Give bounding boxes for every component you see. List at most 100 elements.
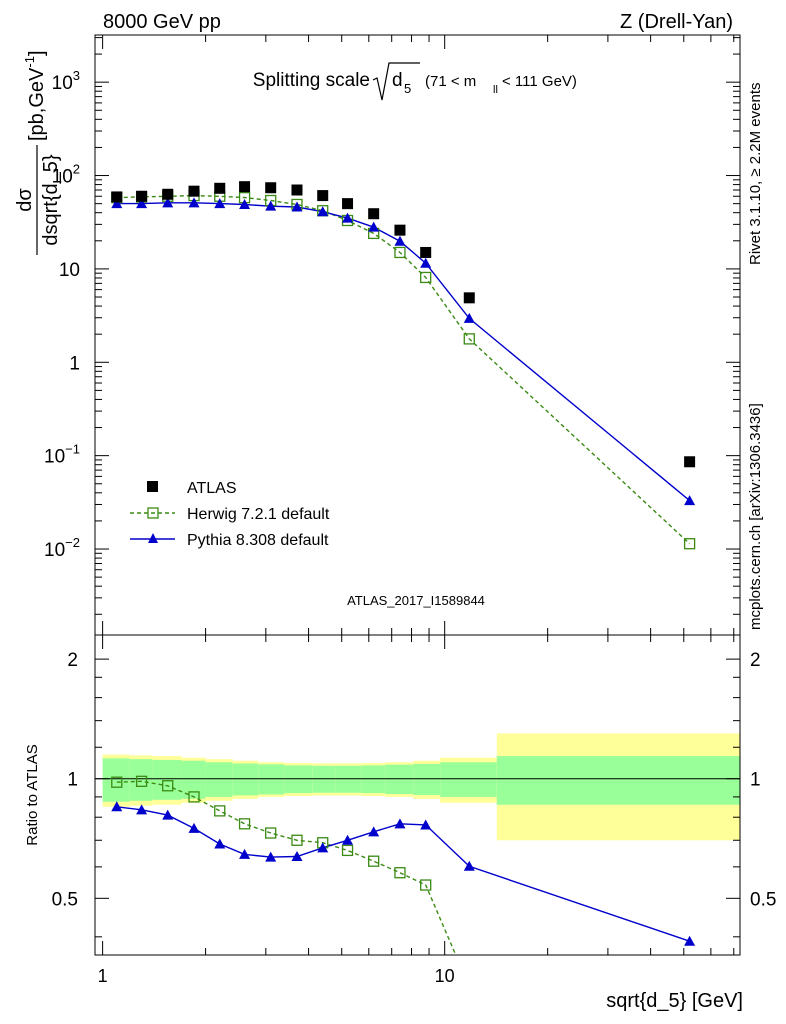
atlas-point <box>342 198 354 210</box>
ratio-y-tick-label-right: 1 <box>750 770 761 791</box>
title-symbol: d <box>392 70 403 91</box>
herwig-ratio-point <box>420 879 432 891</box>
uncertainty-band-inner <box>152 759 182 800</box>
pythia-ratio-point <box>214 838 226 849</box>
atlas-point <box>136 190 148 202</box>
atlas-point <box>368 208 380 220</box>
herwig-ratio-point <box>291 834 303 846</box>
title-range-sub: ll <box>493 84 498 96</box>
uncertainty-band-inner <box>361 765 386 794</box>
pythia-ratio-point <box>684 935 696 946</box>
ratio-y-tick-label: 1 <box>67 770 78 791</box>
pythia-ratio-point <box>342 834 354 845</box>
herwig-ratio-line <box>116 780 457 955</box>
ratio-y-tick-label: 2 <box>67 650 78 671</box>
herwig-point <box>394 246 406 259</box>
herwig-line <box>116 194 691 545</box>
pythia-point <box>291 201 303 212</box>
title-range-b: < 111 GeV) <box>502 73 577 90</box>
herwig-point <box>463 333 475 345</box>
herwig-ratio-point <box>162 780 174 792</box>
main-y-tick-label: 10 <box>59 260 80 281</box>
uncertainty-band-inner <box>232 763 259 796</box>
pythia-ratio-point <box>368 826 380 837</box>
uncertainty-band-inner <box>413 763 441 795</box>
legend-label-pythia: Pythia 8.308 default <box>187 532 329 549</box>
atlas-point <box>394 224 406 236</box>
pythia-ratio-point <box>136 804 148 815</box>
herwig-point <box>683 538 696 550</box>
legend-label-herwig: Herwig 7.2.1 default <box>187 506 330 523</box>
pythia-point <box>188 197 200 208</box>
main-y-tick-label: 103 <box>52 68 80 94</box>
herwig-ratio-point <box>188 791 200 803</box>
herwig-ratio-point <box>368 855 380 867</box>
main-y-tick-label: 102 <box>52 162 80 188</box>
main-y-tick-label: 1 <box>69 353 80 374</box>
ratio-frame <box>94 634 741 956</box>
header-right: Z (Drell-Yan) <box>620 11 733 33</box>
herwig-ratio-point <box>464 981 474 991</box>
rivet-label: Rivet 3.1.10, ≥ 2.2M events <box>747 83 764 266</box>
header-left: 8000 GeV pp <box>103 11 221 33</box>
ylabel-den: dsqrt{d_5} <box>40 154 62 246</box>
title-range-a: (71 < m <box>425 73 476 90</box>
pythia-point <box>265 200 277 211</box>
pythia-point <box>420 257 432 268</box>
atlas-point <box>188 185 200 197</box>
pythia-ratio-point <box>291 851 303 862</box>
uncertainty-band-inner <box>129 759 153 801</box>
legend-entry-herwig: Herwig 7.2.1 default <box>130 506 330 523</box>
ratio-ylabel: Ratio to ATLAS <box>24 744 41 845</box>
pythia-point <box>111 198 123 209</box>
x-axis-label: sqrt{d_5} [GeV] <box>606 990 743 1012</box>
pythia-point <box>239 198 251 209</box>
herwig-ratio-point <box>265 827 277 839</box>
pythia-point <box>368 221 380 232</box>
pythia-point <box>317 206 329 217</box>
herwig-point <box>420 271 432 284</box>
atlas-point <box>317 190 329 202</box>
uncertainty-band-inner <box>258 764 285 795</box>
legend-marker-herwig <box>147 507 159 519</box>
pythia-ratio-point <box>463 860 475 871</box>
pythia-ratio-point <box>317 842 329 853</box>
herwig-ratio-point <box>394 867 406 879</box>
x-tick-label: 1 <box>98 966 108 986</box>
legend-label-atlas: ATLAS <box>187 480 237 497</box>
atlas-point <box>214 182 226 194</box>
main-y-tick-label: 10−2 <box>44 535 80 561</box>
pythia-ratio-point <box>265 851 277 862</box>
pythia-point <box>214 198 226 209</box>
atlas-point <box>111 191 123 203</box>
pythia-point <box>342 212 354 223</box>
uncertainty-band-inner <box>205 762 233 797</box>
uncertainty-band-inner <box>102 758 130 802</box>
herwig-ratio-point <box>135 775 148 787</box>
mcplots-label: mcplots.cern.ch [arXiv:1306.3436] <box>747 403 764 630</box>
atlas-point <box>162 188 174 200</box>
ratio-y-tick-label-right: 0.5 <box>750 889 776 910</box>
uncertainty-band-inner <box>385 764 414 795</box>
atlas-point <box>265 182 277 194</box>
plot-title: Splitting scale d 5 (71 < m ll < 111 GeV… <box>253 62 577 101</box>
ratio-y-tick-label-right: 2 <box>750 650 761 671</box>
uncertainty-band-inner <box>496 756 740 805</box>
main-ylabel: dσ dsqrt{d_5} [pb,GeV-1] <box>14 50 62 255</box>
uncertainty-band-inner <box>284 765 313 794</box>
pythia-ratio-point <box>394 818 406 829</box>
ratio-panel: 1 10 2 2 1 1 0.5 0.5 Ratio to ATLAS sqrt{d_5} [… <box>24 634 776 1012</box>
legend-marker-atlas <box>147 481 158 492</box>
pythia-point <box>684 495 696 506</box>
pythia-point <box>162 197 174 208</box>
herwig-ratio-point <box>238 818 251 830</box>
sqrt-sign <box>372 62 420 101</box>
x-tick-label: 10 <box>435 966 455 986</box>
pythia-ratio-point <box>239 848 251 859</box>
legend-entry-pythia: Pythia 8.308 default <box>130 532 329 549</box>
pythia-point <box>394 235 406 246</box>
uncertainty-band-inner <box>440 762 497 797</box>
main-y-tick-label: 10−1 <box>44 442 80 468</box>
